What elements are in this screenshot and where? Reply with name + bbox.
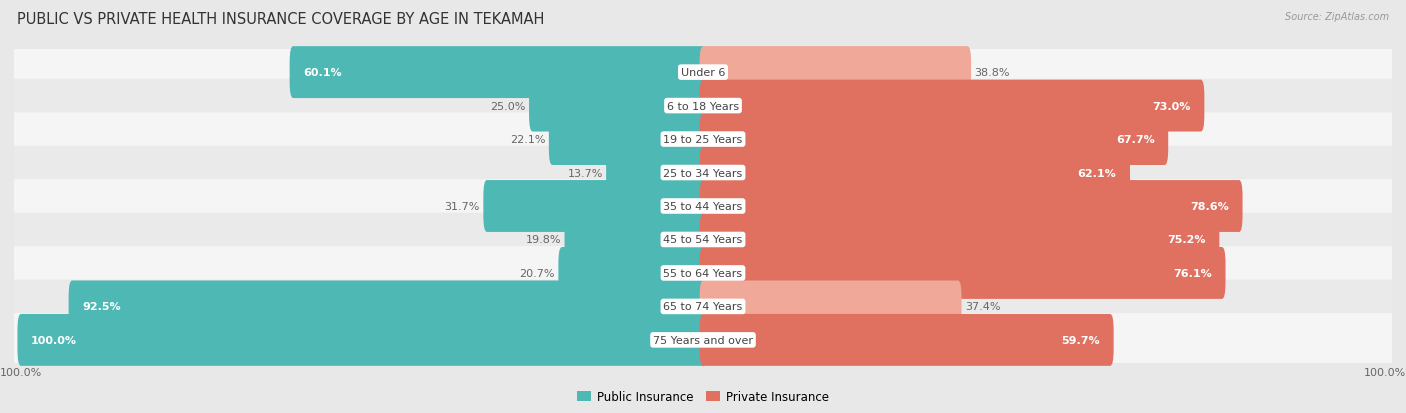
Text: 31.7%: 31.7% [444,202,479,211]
FancyBboxPatch shape [700,180,1243,233]
FancyBboxPatch shape [484,180,706,233]
Text: 37.4%: 37.4% [965,301,1001,312]
Text: 78.6%: 78.6% [1189,202,1229,211]
Text: 67.7%: 67.7% [1116,135,1154,145]
Text: 55 to 64 Years: 55 to 64 Years [664,268,742,278]
FancyBboxPatch shape [548,114,706,166]
Legend: Public Insurance, Private Insurance: Public Insurance, Private Insurance [572,385,834,408]
Text: Under 6: Under 6 [681,68,725,78]
Text: 60.1%: 60.1% [304,68,342,78]
Text: 25.0%: 25.0% [491,101,526,112]
FancyBboxPatch shape [6,80,1400,133]
Text: 65 to 74 Years: 65 to 74 Years [664,301,742,312]
FancyBboxPatch shape [565,214,706,266]
Text: 100.0%: 100.0% [31,335,77,345]
Text: 73.0%: 73.0% [1153,101,1191,112]
Text: 22.1%: 22.1% [510,135,546,145]
Text: 76.1%: 76.1% [1173,268,1212,278]
FancyBboxPatch shape [700,147,1130,199]
Text: 35 to 44 Years: 35 to 44 Years [664,202,742,211]
Text: 20.7%: 20.7% [519,268,555,278]
FancyBboxPatch shape [290,47,706,99]
FancyBboxPatch shape [6,247,1400,300]
FancyBboxPatch shape [558,247,706,299]
FancyBboxPatch shape [6,113,1400,166]
Text: 13.7%: 13.7% [568,168,603,178]
FancyBboxPatch shape [6,146,1400,200]
FancyBboxPatch shape [69,281,706,332]
Text: 92.5%: 92.5% [83,301,121,312]
FancyBboxPatch shape [700,247,1226,299]
Text: 75.2%: 75.2% [1167,235,1206,245]
FancyBboxPatch shape [17,314,706,366]
FancyBboxPatch shape [700,314,1114,366]
FancyBboxPatch shape [529,81,706,132]
Text: 19.8%: 19.8% [526,235,561,245]
FancyBboxPatch shape [700,281,962,332]
FancyBboxPatch shape [6,213,1400,267]
FancyBboxPatch shape [606,147,706,199]
Text: 45 to 54 Years: 45 to 54 Years [664,235,742,245]
FancyBboxPatch shape [700,47,972,99]
FancyBboxPatch shape [700,114,1168,166]
FancyBboxPatch shape [6,46,1400,100]
Text: 62.1%: 62.1% [1077,168,1116,178]
FancyBboxPatch shape [6,180,1400,233]
Text: 19 to 25 Years: 19 to 25 Years [664,135,742,145]
FancyBboxPatch shape [700,81,1205,132]
Text: 59.7%: 59.7% [1062,335,1099,345]
Text: 38.8%: 38.8% [974,68,1010,78]
Text: 75 Years and over: 75 Years and over [652,335,754,345]
FancyBboxPatch shape [6,313,1400,367]
Text: Source: ZipAtlas.com: Source: ZipAtlas.com [1285,12,1389,22]
Text: 25 to 34 Years: 25 to 34 Years [664,168,742,178]
Text: PUBLIC VS PRIVATE HEALTH INSURANCE COVERAGE BY AGE IN TEKAMAH: PUBLIC VS PRIVATE HEALTH INSURANCE COVER… [17,12,544,27]
Text: 6 to 18 Years: 6 to 18 Years [666,101,740,112]
FancyBboxPatch shape [6,280,1400,333]
FancyBboxPatch shape [700,214,1219,266]
